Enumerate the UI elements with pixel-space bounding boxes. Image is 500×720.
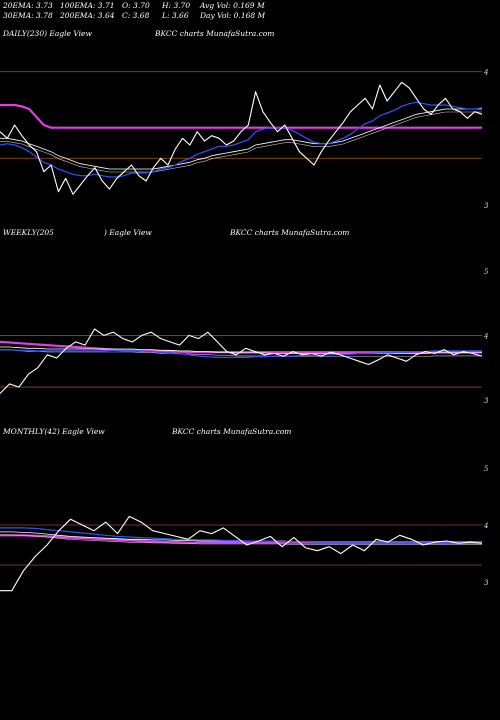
monthly-y-tick-label: 5 (484, 465, 489, 473)
daily-series-ma-long (0, 103, 482, 129)
stat-ema20: 20EMA: 3.73 (3, 1, 53, 10)
stat-ema200: 200EMA: 3.64 (60, 11, 115, 20)
weekly-panel-label-b: ) Eagle View (104, 228, 152, 237)
daily-series-ema-slow (0, 108, 482, 170)
weekly-y-tick-label: 3 (484, 397, 489, 405)
monthly-series-ema-slow-shadow (0, 534, 482, 545)
daily-series-ema-slow-shadow (0, 111, 482, 173)
weekly-y-tick-label: 4 (483, 332, 488, 340)
stats-header: 20EMA: 3.73 100EMA: 3.71 O: 3.70 H: 3.70… (0, 0, 500, 22)
daily-series-ema-fast (0, 101, 483, 178)
daily-series-price (0, 81, 483, 195)
daily-panel-label: DAILY(230) Eagle View (3, 29, 92, 38)
weekly-y-tick-label: 5 (484, 268, 489, 276)
monthly-series-ema-fast (0, 527, 482, 543)
weekly-series-ema-slow (0, 346, 482, 354)
stat-avg-vol: Avg Vol: 0.169 M (200, 1, 265, 10)
stat-day-vol: Day Vol: 0.168 M (200, 11, 266, 20)
weekly-series-ema-slow-shadow (0, 349, 482, 357)
stat-open: O: 3.70 (122, 1, 150, 10)
monthly-series-ma-long (0, 534, 482, 544)
monthly-y-tick-label: 3 (484, 579, 489, 587)
daily-panel-source: BKCC charts MunafaSutra.com (155, 29, 275, 38)
daily-y-tick-label: 4 (483, 69, 488, 77)
stat-low: L: 3.66 (162, 11, 189, 20)
daily-y-tick-label: 3 (484, 202, 489, 210)
monthly-y-tick-label: 4 (483, 522, 488, 530)
monthly-series-price (0, 515, 483, 592)
weekly-series-ema-fast (0, 349, 482, 358)
weekly-panel-source: BKCC charts MunafaSutra.com (230, 228, 350, 237)
stat-close: C: 3.68 (122, 11, 150, 20)
weekly-panel-label: WEEKLY(205 (3, 228, 54, 237)
stat-ema100: 100EMA: 3.71 (60, 1, 115, 10)
stat-ema30: 30EMA: 3.78 (3, 11, 53, 20)
monthly-panel-label: MONTHLY(42) Eagle View (3, 427, 105, 436)
weekly-series-price (0, 328, 483, 394)
monthly-panel-source: BKCC charts MunafaSutra.com (172, 427, 292, 436)
stat-high: H: 3.70 (162, 1, 191, 10)
